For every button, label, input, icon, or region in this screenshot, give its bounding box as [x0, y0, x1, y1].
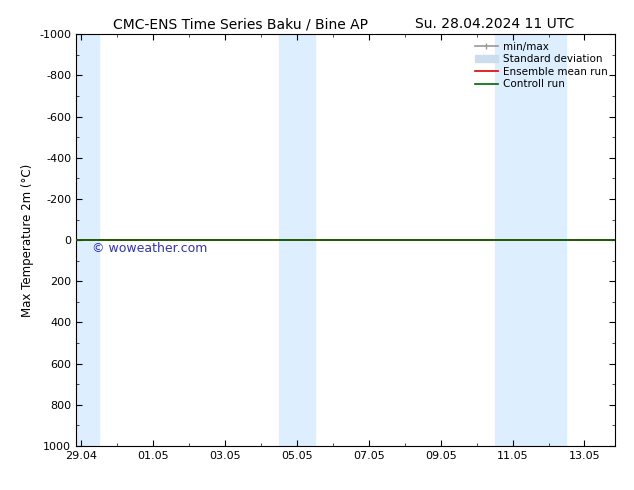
Bar: [495, 34, 566, 446]
Legend: min/max, Standard deviation, Ensemble mean run, Controll run: min/max, Standard deviation, Ensemble me…: [473, 40, 610, 92]
Text: Su. 28.04.2024 11 UTC: Su. 28.04.2024 11 UTC: [415, 17, 574, 31]
Bar: [76, 34, 100, 446]
Bar: [279, 34, 315, 446]
Text: CMC-ENS Time Series Baku / Bine AP: CMC-ENS Time Series Baku / Bine AP: [113, 17, 368, 31]
Y-axis label: Max Temperature 2m (°C): Max Temperature 2m (°C): [21, 164, 34, 317]
Text: © woweather.com: © woweather.com: [92, 243, 207, 255]
